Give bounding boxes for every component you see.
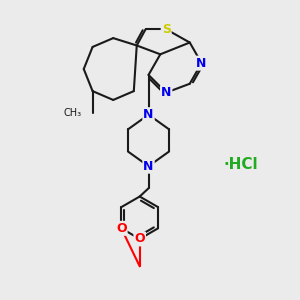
Text: O: O: [134, 232, 145, 245]
Text: N: N: [161, 86, 171, 99]
Text: O: O: [116, 222, 127, 235]
Text: N: N: [143, 108, 154, 121]
Text: N: N: [196, 57, 207, 70]
Text: ·HCl: ·HCl: [224, 157, 259, 172]
Text: N: N: [143, 160, 154, 173]
Text: CH₃: CH₃: [63, 108, 81, 118]
Text: S: S: [162, 23, 171, 36]
